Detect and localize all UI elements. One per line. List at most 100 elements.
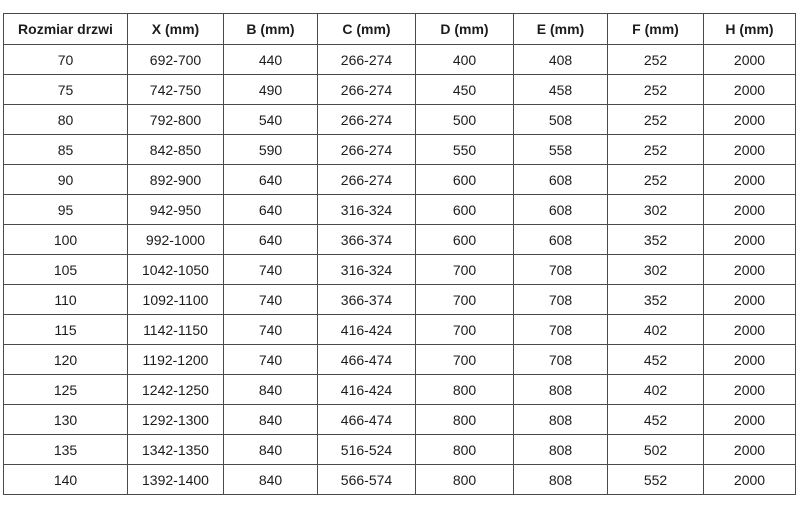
column-header: Rozmiar drzwi (3, 13, 128, 45)
table-cell: 550 (415, 134, 514, 165)
table-cell: 75 (3, 74, 128, 105)
table-cell: 808 (513, 374, 608, 405)
column-header: H (mm) (703, 13, 796, 45)
table-header-row: Rozmiar drzwi X (mm) B (mm) C (mm) D (mm) E (… (3, 13, 796, 45)
table-cell: 2000 (703, 224, 796, 255)
table-cell: 500 (415, 104, 514, 135)
table-cell: 700 (415, 254, 514, 285)
table-cell: 1392-1400 (127, 464, 224, 495)
table-row: 100 992-1000 640 366-374 600 608 352 2000 (3, 224, 796, 255)
table-cell: 266-274 (317, 164, 416, 195)
table-cell: 266-274 (317, 134, 416, 165)
table-cell: 942-950 (127, 194, 224, 225)
table-cell: 2000 (703, 404, 796, 435)
table-cell: 352 (607, 284, 704, 315)
table-cell: 708 (513, 344, 608, 375)
table-cell: 842-850 (127, 134, 224, 165)
table-cell: 408 (513, 44, 608, 75)
table-cell: 440 (223, 44, 318, 75)
table-cell: 608 (513, 164, 608, 195)
table-cell: 2000 (703, 434, 796, 465)
table-cell: 840 (223, 464, 318, 495)
column-header: F (mm) (607, 13, 704, 45)
table-cell: 708 (513, 284, 608, 315)
table-cell: 302 (607, 194, 704, 225)
table-cell: 740 (223, 344, 318, 375)
table-cell: 402 (607, 314, 704, 345)
table-cell: 130 (3, 404, 128, 435)
table-cell: 800 (415, 374, 514, 405)
table-cell: 458 (513, 74, 608, 105)
table-cell: 590 (223, 134, 318, 165)
table-cell: 1292-1300 (127, 404, 224, 435)
table-cell: 566-574 (317, 464, 416, 495)
column-header: C (mm) (317, 13, 416, 45)
table-cell: 316-324 (317, 194, 416, 225)
table-cell: 800 (415, 464, 514, 495)
table-cell: 2000 (703, 194, 796, 225)
table-cell: 2000 (703, 254, 796, 285)
table-cell: 640 (223, 224, 318, 255)
table-cell: 1042-1050 (127, 254, 224, 285)
table-cell: 700 (415, 314, 514, 345)
table-cell: 366-374 (317, 284, 416, 315)
table-row: 95 942-950 640 316-324 600 608 302 2000 (3, 194, 796, 225)
table-cell: 700 (415, 284, 514, 315)
table-cell: 416-424 (317, 314, 416, 345)
table-cell: 1342-1350 (127, 434, 224, 465)
table-cell: 600 (415, 164, 514, 195)
table-cell: 552 (607, 464, 704, 495)
table-cell: 708 (513, 314, 608, 345)
table-cell: 1092-1100 (127, 284, 224, 315)
table-cell: 2000 (703, 284, 796, 315)
table-cell: 266-274 (317, 44, 416, 75)
table-cell: 252 (607, 74, 704, 105)
table-cell: 252 (607, 104, 704, 135)
table-cell: 252 (607, 134, 704, 165)
table-cell: 450 (415, 74, 514, 105)
table-cell: 125 (3, 374, 128, 405)
table-row: 140 1392-1400 840 566-574 800 808 552 2000 (3, 464, 796, 495)
table-cell: 352 (607, 224, 704, 255)
table-row: 115 1142-1150 740 416-424 700 708 402 2000 (3, 314, 796, 345)
table-cell: 2000 (703, 464, 796, 495)
table-cell: 316-324 (317, 254, 416, 285)
table-cell: 558 (513, 134, 608, 165)
table-cell: 1142-1150 (127, 314, 224, 345)
table-row: 85 842-850 590 266-274 550 558 252 2000 (3, 134, 796, 165)
table-cell: 2000 (703, 74, 796, 105)
table-cell: 1242-1250 (127, 374, 224, 405)
table-row: 75 742-750 490 266-274 450 458 252 2000 (3, 74, 796, 105)
table-cell: 800 (415, 434, 514, 465)
table-cell: 700 (415, 344, 514, 375)
table-cell: 105 (3, 254, 128, 285)
table-row: 90 892-900 640 266-274 600 608 252 2000 (3, 164, 796, 195)
table-cell: 600 (415, 194, 514, 225)
table-cell: 740 (223, 254, 318, 285)
table-cell: 90 (3, 164, 128, 195)
table-cell: 2000 (703, 314, 796, 345)
table-cell: 70 (3, 44, 128, 75)
table-cell: 252 (607, 44, 704, 75)
table-cell: 80 (3, 104, 128, 135)
table-cell: 115 (3, 314, 128, 345)
table-row: 105 1042-1050 740 316-324 700 708 302 2000 (3, 254, 796, 285)
table-cell: 466-474 (317, 344, 416, 375)
table-cell: 110 (3, 284, 128, 315)
table-cell: 640 (223, 164, 318, 195)
table-cell: 2000 (703, 374, 796, 405)
table-cell: 452 (607, 344, 704, 375)
table-row: 120 1192-1200 740 466-474 700 708 452 2000 (3, 344, 796, 375)
table-cell: 466-474 (317, 404, 416, 435)
table-cell: 840 (223, 434, 318, 465)
table-row: 70 692-700 440 266-274 400 408 252 2000 (3, 44, 796, 75)
column-header: D (mm) (415, 13, 514, 45)
table-cell: 2000 (703, 104, 796, 135)
table-cell: 608 (513, 224, 608, 255)
table-cell: 600 (415, 224, 514, 255)
table-cell: 740 (223, 314, 318, 345)
table-row: 135 1342-1350 840 516-524 800 808 502 2000 (3, 434, 796, 465)
table-cell: 95 (3, 194, 128, 225)
table-cell: 508 (513, 104, 608, 135)
table-cell: 135 (3, 434, 128, 465)
